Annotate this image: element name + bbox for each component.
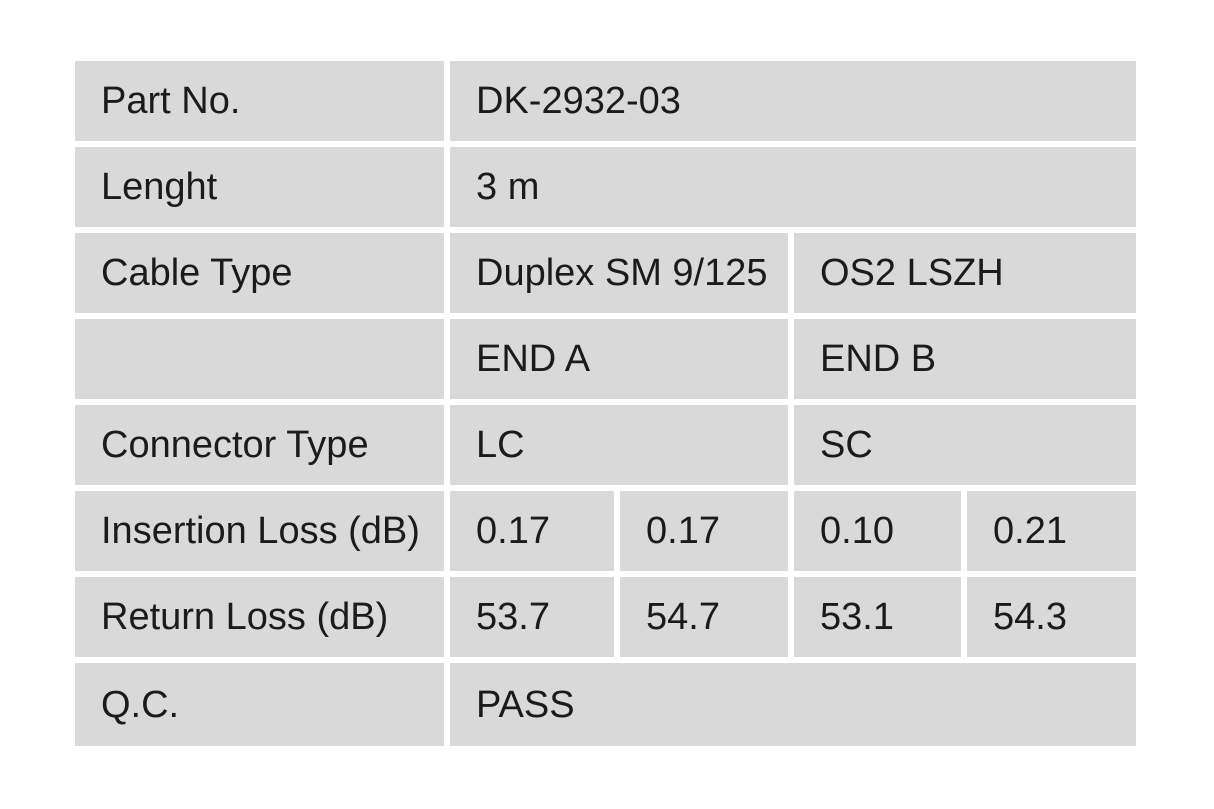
qc-label-cell: Q.C. bbox=[75, 663, 444, 746]
ends-header-spacer-cell bbox=[75, 319, 444, 399]
return-loss-value-cell: 54.3 bbox=[967, 577, 1136, 657]
end-a-header-cell: END A bbox=[450, 319, 788, 399]
connector-type-value-b-cell: SC bbox=[794, 405, 1136, 485]
return-loss-value-cell: 53.7 bbox=[450, 577, 614, 657]
qc-value-cell: PASS bbox=[450, 663, 1136, 746]
part-no-value-cell: DK-2932-03 bbox=[450, 61, 1136, 141]
length-label-cell: Lenght bbox=[75, 147, 444, 227]
length-value-cell: 3 m bbox=[450, 147, 1136, 227]
cable-type-value-b-cell: OS2 LSZH bbox=[794, 233, 1136, 313]
connector-type-label-cell: Connector Type bbox=[75, 405, 444, 485]
insertion-loss-label-cell: Insertion Loss (dB) bbox=[75, 491, 444, 571]
insertion-loss-value-cell: 0.21 bbox=[967, 491, 1136, 571]
cable-type-value-a-cell: Duplex SM 9/125 bbox=[450, 233, 788, 313]
insertion-loss-value-cell: 0.17 bbox=[620, 491, 788, 571]
connector-type-value-a-cell: LC bbox=[450, 405, 788, 485]
insertion-loss-value-cell: 0.10 bbox=[794, 491, 961, 571]
part-no-label-cell: Part No. bbox=[75, 61, 444, 141]
insertion-loss-value-cell: 0.17 bbox=[450, 491, 614, 571]
return-loss-value-cell: 54.7 bbox=[620, 577, 788, 657]
return-loss-value-cell: 53.1 bbox=[794, 577, 961, 657]
end-b-header-cell: END B bbox=[794, 319, 1136, 399]
cable-type-label-cell: Cable Type bbox=[75, 233, 444, 313]
return-loss-label-cell: Return Loss (dB) bbox=[75, 577, 444, 657]
spec-table: Part No. DK-2932-03 Lenght 3 m Cable Typ… bbox=[75, 61, 1136, 746]
